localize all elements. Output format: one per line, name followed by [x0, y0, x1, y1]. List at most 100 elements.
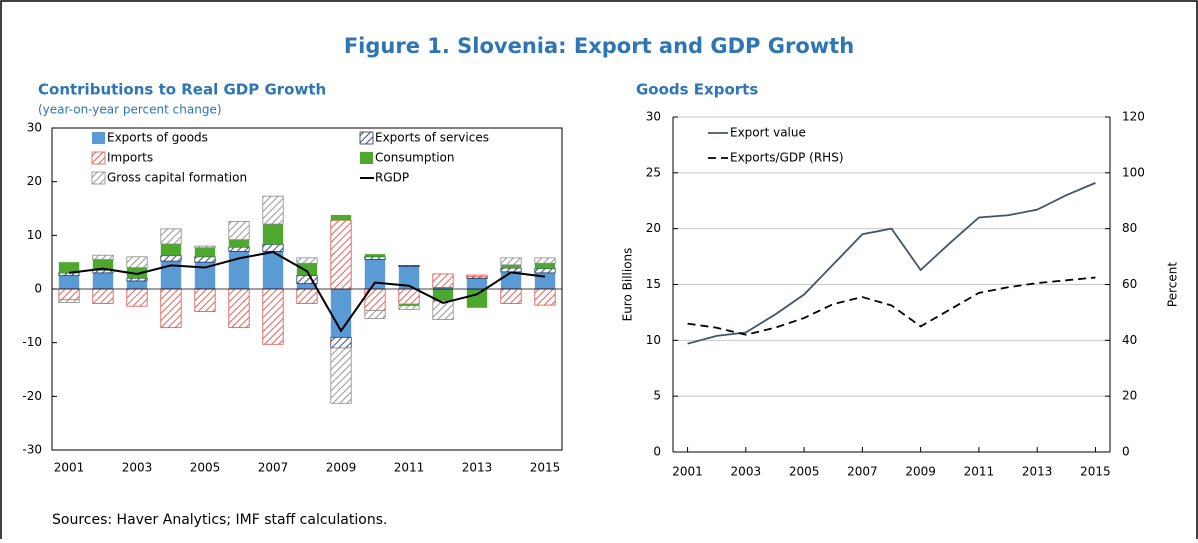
bar	[58, 275, 80, 289]
bar	[58, 288, 80, 301]
bar	[262, 288, 284, 345]
legend-swatch	[92, 132, 105, 144]
legend-label: RGDP	[375, 171, 409, 185]
bar	[364, 254, 386, 257]
legend-label: Exports of services	[375, 131, 489, 145]
bar	[364, 259, 386, 289]
source-note: Sources: Haver Analytics; IMF staff calc…	[52, 512, 387, 528]
x-tick-label: 2003	[122, 461, 153, 475]
bar	[160, 243, 182, 256]
bar	[466, 274, 488, 278]
bar	[330, 336, 352, 349]
legend-swatch	[91, 151, 106, 165]
y2-tick-label: 60	[1122, 277, 1137, 291]
y2-tick-label: 120	[1122, 110, 1145, 124]
bar	[296, 275, 318, 285]
x-tick-label: 2001	[672, 465, 703, 479]
bar	[466, 289, 488, 308]
bar	[466, 278, 488, 289]
bar	[194, 288, 216, 312]
bar	[432, 289, 454, 301]
bar	[92, 288, 114, 304]
bar	[160, 228, 182, 245]
bar	[398, 288, 420, 305]
y-tick-label: 0	[653, 445, 661, 459]
bar	[500, 267, 522, 273]
y-tick-label: 10	[27, 228, 42, 242]
bar	[330, 347, 352, 404]
bar	[500, 288, 522, 304]
y2-tick-label: 0	[1122, 445, 1130, 459]
bar	[500, 271, 522, 289]
y-tick-label: 25	[646, 165, 661, 179]
x-tick-label: 2011	[964, 465, 995, 479]
legend-label: Exports of goods	[107, 131, 208, 145]
legend-label: Imports	[107, 151, 153, 165]
bar	[160, 288, 182, 329]
x-tick-label: 2015	[1080, 465, 1111, 479]
bar	[330, 219, 352, 290]
legend-label: Consumption	[375, 151, 454, 165]
y-tick-label: 10	[646, 333, 661, 347]
bar	[92, 272, 114, 289]
chart-subtitle: (year-on-year percent change)	[38, 103, 222, 117]
bar	[262, 244, 284, 252]
bar	[194, 256, 216, 263]
bar	[262, 251, 284, 289]
y-tick-label: 0	[34, 282, 42, 296]
y2-tick-label: 100	[1122, 165, 1145, 179]
bar	[534, 257, 556, 264]
bar	[364, 310, 386, 319]
y2-tick-label: 80	[1122, 221, 1137, 235]
bar	[160, 255, 182, 262]
bar	[228, 246, 250, 252]
bar	[126, 277, 148, 282]
bar	[126, 288, 148, 307]
bar	[364, 256, 386, 260]
y-tick-label: 15	[646, 277, 661, 291]
x-tick-label: 2007	[258, 461, 289, 475]
bar	[126, 280, 148, 289]
bar	[92, 259, 114, 271]
x-tick-label: 2005	[789, 465, 820, 479]
bar	[534, 288, 556, 306]
legend-swatch	[360, 152, 373, 164]
y-tick-label: 30	[646, 110, 661, 124]
y2-tick-label: 20	[1122, 389, 1137, 403]
x-tick-label: 2005	[190, 461, 221, 475]
bar	[398, 305, 420, 310]
bar	[398, 264, 420, 267]
line	[687, 182, 1096, 345]
bar	[330, 214, 352, 221]
y-tick-label: 5	[653, 389, 661, 403]
legend-label: Export value	[730, 126, 806, 140]
x-tick-label: 2009	[326, 461, 357, 475]
legend-swatch	[359, 131, 374, 145]
legend-label: Exports/GDP (RHS)	[730, 151, 844, 165]
y-tick-label: 30	[27, 121, 42, 135]
bar	[432, 287, 454, 289]
x-tick-label: 2009	[905, 465, 936, 479]
bar	[262, 224, 284, 245]
y-tick-label: -10	[22, 335, 42, 349]
bar	[296, 288, 318, 304]
y-axis-label: Euro Billions	[621, 248, 635, 322]
x-tick-label: 2015	[530, 461, 561, 475]
bar	[58, 262, 80, 273]
bar	[58, 272, 80, 276]
x-tick-label: 2001	[54, 461, 85, 475]
bar	[534, 268, 556, 274]
bar	[398, 304, 420, 306]
x-tick-label: 2007	[847, 465, 878, 479]
line	[68, 250, 546, 333]
bar	[432, 300, 454, 320]
bar	[194, 245, 216, 249]
x-tick-label: 2013	[1022, 465, 1053, 479]
bar	[194, 247, 216, 257]
bar	[58, 299, 80, 303]
bar	[398, 266, 420, 289]
bar	[126, 256, 148, 268]
bar	[296, 257, 318, 264]
legend-swatch	[91, 171, 106, 185]
